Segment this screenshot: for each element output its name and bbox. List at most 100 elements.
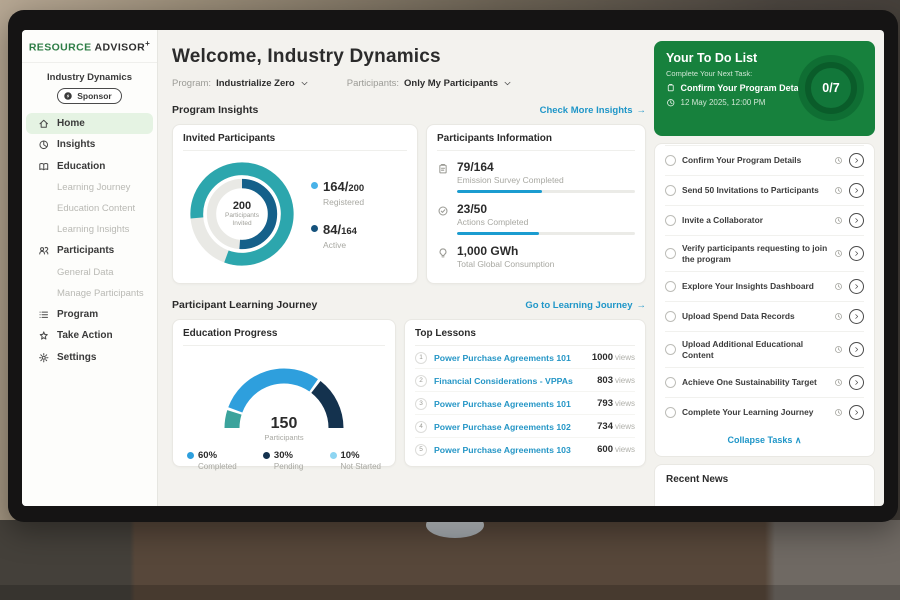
gauge-segment [311, 380, 344, 429]
logo-plus: + [145, 39, 151, 48]
todo-task-row: Complete Your Learning Journey [665, 397, 864, 427]
sidebar-item[interactable]: Program [26, 304, 153, 326]
filter-bar: Program: Industrialize Zero Participants… [172, 78, 646, 89]
logo-secondary: ADVISOR [94, 41, 146, 54]
top-lessons-title: Top Lessons [415, 328, 635, 346]
task-label: Achieve One Sustainability Target [682, 377, 817, 388]
todo-task-row: Upload Additional Educational Content [665, 331, 864, 367]
clock-icon [666, 98, 676, 108]
sidebar-item[interactable]: Learning Insights [26, 219, 153, 240]
task-checkbox[interactable] [665, 311, 676, 322]
lesson-rank: 1 [415, 351, 427, 364]
program-filter[interactable]: Program: Industrialize Zero [172, 78, 309, 89]
task-open-button[interactable] [849, 246, 864, 261]
metric-label: Actions Completed [457, 217, 529, 227]
main-content: Welcome, Industry Dynamics Program: Indu… [158, 30, 654, 506]
chevron-right-icon [853, 283, 860, 290]
task-open-button[interactable] [849, 153, 864, 168]
sidebar-item[interactable]: Manage Participants [26, 283, 153, 304]
task-checkbox[interactable] [665, 344, 676, 355]
chevron-down-icon [300, 79, 309, 88]
lesson-title-link[interactable]: Power Purchase Agreements 103 [434, 444, 571, 455]
task-checkbox[interactable] [665, 377, 676, 388]
gauge-center-label: 150 Participants [214, 415, 354, 442]
lesson-title-link[interactable]: Power Purchase Agreements 102 [434, 421, 571, 432]
sponsor-badge[interactable]: Sponsor [57, 87, 122, 104]
progress-bar [457, 232, 635, 235]
todo-next-task: Confirm Your Program Details [680, 83, 809, 93]
task-open-button[interactable] [849, 375, 864, 390]
task-checkbox[interactable] [665, 155, 676, 166]
task-open-button[interactable] [849, 279, 864, 294]
chevron-right-icon [853, 250, 860, 257]
sidebar-item-icon [38, 161, 50, 173]
participants-filter[interactable]: Participants: Only My Participants [347, 78, 512, 89]
task-checkbox[interactable] [665, 281, 676, 292]
task-label: Upload Spend Data Records [682, 311, 795, 322]
chevron-right-icon [853, 379, 860, 386]
legend-label: Not Started [340, 462, 381, 471]
legend-label: Completed [198, 462, 237, 471]
task-label: Send 50 Invitations to Participants [682, 185, 819, 196]
chevron-right-icon [853, 346, 860, 353]
todo-progress-value: 0/7 [805, 62, 857, 114]
legend-percent: 60% [198, 450, 218, 461]
participants-info-row: 23/50 Actions Completed [437, 202, 635, 235]
sidebar-item[interactable]: Education Content [26, 198, 153, 219]
sidebar-nav: Home Insights Education Learning Journey [22, 111, 157, 371]
program-filter-label: Program: [172, 78, 212, 89]
collapse-tasks-link[interactable]: Collapse Tasks ∧ [665, 427, 864, 455]
sidebar-item-label: Education [57, 160, 106, 172]
lesson-title-link[interactable]: Power Purchase Agreements 101 [434, 352, 571, 363]
metric-icon [437, 163, 449, 175]
lesson-views-suffix: views [614, 399, 635, 408]
invited-total-caption: Participants Invited [225, 211, 259, 227]
sidebar-item[interactable]: Learning Journey [26, 177, 153, 198]
sidebar-item[interactable]: Insights [26, 134, 153, 156]
top-lessons-list: 1 Power Purchase Agreements 101 1000 view… [415, 346, 635, 460]
lesson-title-link[interactable]: Power Purchase Agreements 101 [434, 398, 571, 409]
metric-label: Emission Survey Completed [457, 175, 564, 185]
sidebar-item[interactable]: Home [26, 112, 153, 134]
task-open-button[interactable] [849, 342, 864, 357]
todo-subtitle: Complete Your Next Task: [666, 69, 753, 78]
gauge-legend: 60% Completed 30% Pending [183, 450, 385, 471]
task-checkbox[interactable] [665, 248, 676, 259]
task-open-button[interactable] [849, 183, 864, 198]
participants-filter-value: Only My Participants [404, 78, 498, 89]
legend-total: 200 [348, 183, 365, 194]
legend-label: Registered [323, 197, 365, 207]
sidebar-item-label: Learning Insights [57, 224, 130, 235]
task-checkbox[interactable] [665, 215, 676, 226]
lesson-title-link[interactable]: Financial Considerations - VPPAs [434, 375, 573, 386]
lesson-row: 2 Financial Considerations - VPPAs 803 vi… [415, 369, 635, 392]
task-open-button[interactable] [849, 309, 864, 324]
sidebar-item[interactable]: Take Action [26, 325, 153, 347]
task-open-button[interactable] [849, 405, 864, 420]
lesson-rank: 3 [415, 397, 427, 410]
sidebar-item[interactable]: Participants [26, 240, 153, 262]
gauge-segment [228, 368, 318, 413]
go-to-learning-journey-link[interactable]: Go to Learning Journey → [525, 300, 646, 311]
task-open-button[interactable] [849, 213, 864, 228]
check-more-insights-link[interactable]: Check More Insights → [540, 105, 646, 116]
sidebar-item[interactable]: Settings [26, 347, 153, 369]
task-checkbox[interactable] [665, 407, 676, 418]
task-checkbox[interactable] [665, 185, 676, 196]
sidebar-item-icon [38, 118, 50, 130]
todo-task-row: Achieve One Sustainability Target [665, 367, 864, 397]
recent-news-title: Recent News [666, 474, 729, 485]
metric-icon [437, 247, 449, 259]
clock-icon [834, 282, 843, 291]
sidebar-item[interactable]: General Data [26, 262, 153, 283]
sidebar-item[interactable]: Education [26, 156, 153, 178]
learning-cards-row: Education Progress 150 Participants [172, 319, 646, 471]
dashboard-screen: RESOURCE ADVISOR+ Industry Dynamics Spon… [22, 30, 884, 506]
lesson-views-count: 803 [597, 375, 613, 386]
sidebar-item-label: General Data [57, 266, 114, 278]
legend-dot [311, 225, 318, 232]
legend-percent: 10% [340, 450, 360, 461]
legend-value: 84/ [323, 222, 342, 237]
app-logo: RESOURCE ADVISOR+ [22, 39, 157, 63]
clock-icon [834, 249, 843, 258]
